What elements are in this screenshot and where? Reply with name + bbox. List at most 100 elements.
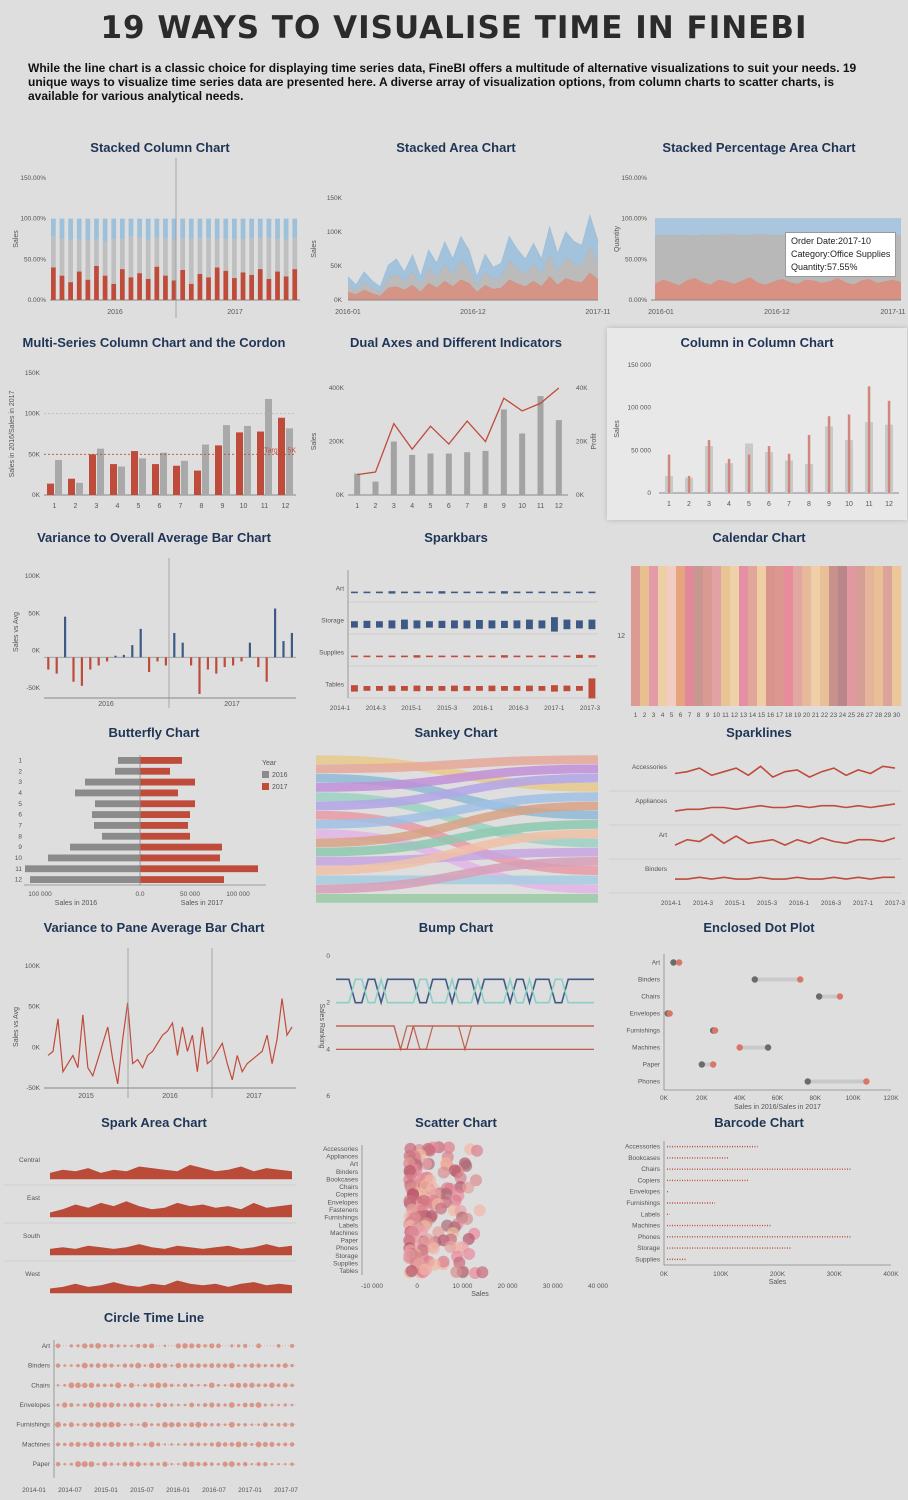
spark-bar (451, 591, 458, 594)
bar (257, 431, 264, 495)
x-tick-label: 11 (537, 503, 544, 510)
timeline-dot (290, 1363, 294, 1368)
row-label: Supplies (319, 649, 345, 656)
barcode-chart[interactable]: Accessories Bookcases Chairs Copiers Envelop… (609, 1133, 908, 1303)
sankey-chart[interactable] (306, 743, 606, 913)
reference-label: Target: 5K (264, 447, 296, 454)
x-tick-label: 6 (158, 503, 162, 510)
scatter-point (449, 1194, 462, 1207)
timeline-dot (129, 1441, 134, 1447)
y-tick-label: 50 000 (631, 447, 651, 454)
timeline-dot (137, 1384, 140, 1387)
scatter-chart[interactable]: AccessoriesAppliancesArtBindersBookcases… (306, 1133, 608, 1303)
panel-bump: Bump Chart 0 2 4 6 Sales Ranking (306, 920, 606, 1110)
timeline-dot (229, 1383, 235, 1388)
stacked-column-chart[interactable]: 0.00% 50.00% 100.00% 150.00% Sales 2016 2017 (10, 158, 310, 328)
timeline-dot (88, 1382, 95, 1389)
x-tick-label: 50 000 (180, 891, 200, 898)
bar (173, 465, 180, 495)
chart-title: Scatter Chart (415, 1115, 497, 1130)
timeline-dot (123, 1383, 127, 1387)
chart-title: Butterfly Chart (108, 725, 200, 740)
timeline-dot (290, 1383, 294, 1388)
spark-bar (576, 591, 583, 594)
bar (215, 445, 222, 495)
x-tick-label: 2014-1 (330, 705, 351, 712)
stacked-area-chart[interactable]: 0K 50K 100K 150K Sales 2016-01 2016-12 2017-11 (306, 158, 611, 328)
y-tick-label: 0.00% (28, 297, 47, 304)
bar (137, 273, 142, 300)
x-tick-label: 2016-01 (166, 1487, 190, 1494)
bar-2017 (140, 822, 188, 829)
y-tick-label: Furnishings (626, 1200, 660, 1207)
sparkbars-chart[interactable]: Art Storage Supplies Tables 2014-1 2014-3 2015… (306, 548, 606, 718)
panel-sankey: Sankey Chart (306, 725, 606, 915)
x-tick-label: 12 (282, 503, 290, 510)
area-outline (347, 245, 599, 294)
spark-area-chart[interactable]: Central East South West (4, 1133, 304, 1303)
y-tick-label: Binders (336, 1169, 359, 1176)
y-tick-label: Machines (632, 1045, 661, 1052)
bump-chart[interactable]: 0 2 4 6 Sales Ranking (306, 938, 606, 1108)
sparklines-chart[interactable]: Accessories Appliances Art Binders 2014-1 201… (609, 743, 908, 913)
x-tick-label: 2016-12 (460, 309, 486, 316)
bar (154, 266, 160, 300)
spark-bar (438, 591, 446, 594)
bar (275, 271, 280, 300)
x-tick-label: 4 (727, 501, 731, 508)
timeline-dot (230, 1344, 234, 1348)
calendar-chart[interactable]: 121 2 3 4 5 6 7 8 9 10 11 12 13 14 15 16 17 18 19 20 21 22 23 2… (609, 548, 908, 719)
spark-bar (476, 591, 483, 594)
chart-title: Multi-Series Column Chart and the Cordon (22, 335, 286, 350)
x-tick-label: 6 (767, 501, 771, 508)
timeline-dot (182, 1343, 188, 1349)
spark-bar (376, 591, 383, 594)
timeline-dot (149, 1462, 154, 1467)
spark-bar (463, 686, 471, 691)
calendar-cell (640, 566, 650, 706)
bar (206, 657, 209, 670)
timeline-dot (189, 1343, 195, 1349)
y-axis-label: Sales (614, 420, 621, 438)
y-axis-label: Sales (311, 432, 318, 450)
group-label: 2017 (224, 701, 240, 708)
bar (257, 238, 263, 270)
row-label: East (27, 1195, 40, 1202)
bar (59, 218, 65, 239)
circle-timeline-chart[interactable]: Art Binders Chairs Envelopes Furnishings Mach… (4, 1328, 304, 1498)
x-tick-label: 8 (200, 503, 204, 510)
variance-pane-chart[interactable]: -50K 0K 50K 100K Sales vs Avg 2015 2016 2017 (4, 938, 304, 1108)
chart-title: Sparklines (726, 725, 792, 740)
y-tick-label: 6 (18, 812, 22, 819)
scatter-point (470, 1174, 483, 1187)
scatter-point (419, 1157, 432, 1170)
tooltip: Order Date:2017-10 Category:Office Suppl… (785, 232, 897, 277)
multi-series-column-chart[interactable]: 0K 50K 100K 150K Sales in 2016/Sales in 2017… (4, 353, 304, 523)
enclosed-dot-chart[interactable]: Art Binders Chairs Envelopes Furnishings Mach… (609, 938, 908, 1111)
bar (206, 218, 211, 239)
x-tick-label: -10 000 (361, 1283, 383, 1290)
timeline-dot (250, 1462, 254, 1466)
x-tick-label: 10 000 (452, 1283, 472, 1290)
bar (55, 657, 58, 674)
calendar-cell (802, 566, 812, 706)
x-tick-label: 5 (429, 503, 433, 510)
bar (215, 657, 218, 674)
x-tick-label: 2017-11 (880, 309, 905, 316)
timeline-dot (155, 1402, 161, 1408)
x-tick-label: 2016-01 (335, 309, 361, 316)
x-tick-label: 2017-1 (544, 705, 565, 712)
timeline-dot (123, 1344, 127, 1348)
variance-overall-chart[interactable]: -50K 0K 50K 100K Sales vs Avg 2016 2017 (4, 548, 304, 718)
bar (265, 657, 268, 682)
panel-variance-pane: Variance to Pane Average Bar Chart -50K 0… (4, 920, 304, 1110)
timeline-dot (96, 1383, 101, 1388)
scatter-point (461, 1212, 474, 1225)
bar (72, 657, 75, 682)
variance-line (47, 998, 293, 1085)
spark-bar (563, 685, 571, 692)
bar (445, 453, 452, 495)
